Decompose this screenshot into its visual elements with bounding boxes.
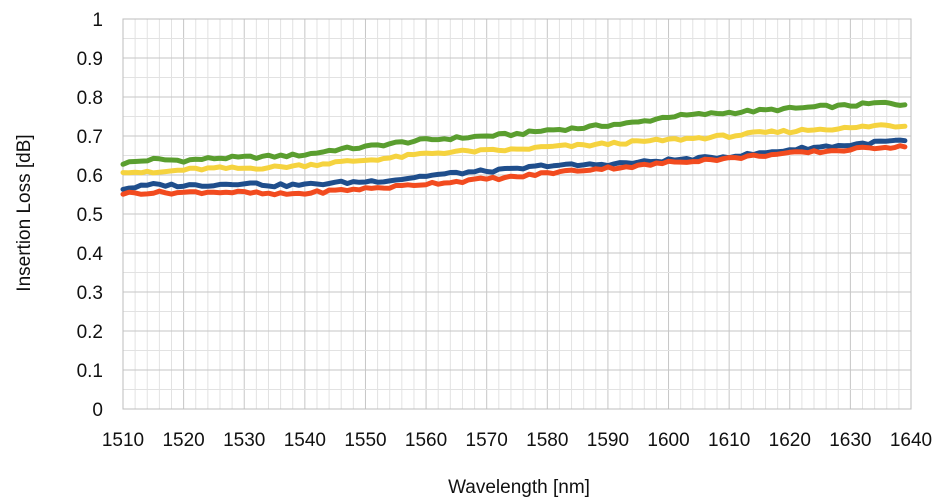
- series-line-4: [120, 143, 908, 198]
- y-tick-label: 0: [92, 400, 103, 421]
- y-tick-label: 0.6: [77, 166, 103, 187]
- y-axis-label: Insertion Loss [dB]: [14, 134, 35, 291]
- x-tick-label: 1510: [102, 430, 144, 451]
- series-lines: [120, 99, 908, 198]
- x-tick-label: 1580: [526, 430, 568, 451]
- y-tick-labels: 0 0.1 0.2 0.3 0.4 0.5 0.6 0.7 0.8 0.9 1: [77, 10, 104, 421]
- y-tick-label: 0.8: [77, 88, 103, 109]
- x-tick-label: 1630: [829, 430, 871, 451]
- x-tick-label: 1530: [223, 430, 265, 451]
- plot-area-border: [122, 18, 912, 410]
- y-tick-label: 0.4: [77, 244, 104, 265]
- x-axis-label: Wavelength [nm]: [448, 477, 590, 498]
- x-tick-label: 1610: [708, 430, 750, 451]
- y-tick-label: 0.5: [77, 205, 103, 226]
- y-tick-label: 0.3: [77, 283, 103, 304]
- x-tick-label: 1590: [587, 430, 629, 451]
- x-tick-label: 1640: [890, 430, 932, 451]
- x-tick-label: 1570: [466, 430, 508, 451]
- x-tick-label: 1540: [284, 430, 326, 451]
- grid-lines: [122, 18, 912, 410]
- y-tick-label: 1: [92, 10, 103, 31]
- x-tick-label: 1560: [405, 430, 447, 451]
- plot-frame: [122, 18, 912, 410]
- x-tick-label: 1600: [647, 430, 689, 451]
- x-tick-labels: 1510 1520 1530 1540 1550 1560 1570 1580 1590 1600…: [102, 430, 932, 451]
- x-tick-label: 1520: [162, 430, 204, 451]
- series-line-2: [120, 122, 908, 176]
- y-tick-label: 0.2: [77, 322, 103, 343]
- y-tick-label: 0.9: [77, 49, 103, 70]
- x-tick-label: 1550: [344, 430, 386, 451]
- series-line-1: [120, 99, 908, 167]
- x-tick-label: 1620: [769, 430, 811, 451]
- y-tick-label: 0.1: [77, 361, 103, 382]
- y-tick-label: 0.7: [77, 127, 103, 148]
